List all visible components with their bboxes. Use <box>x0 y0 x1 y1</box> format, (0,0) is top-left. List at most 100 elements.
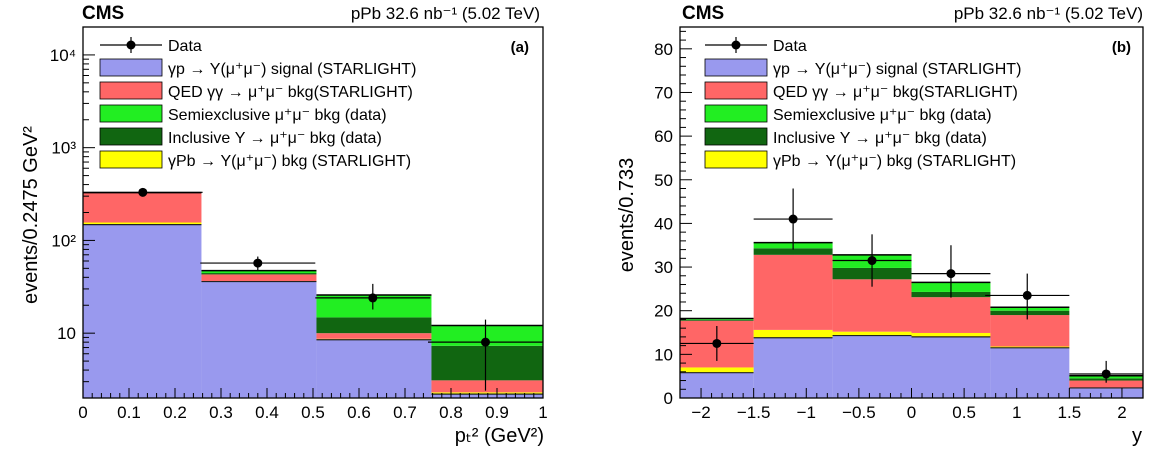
x-tick-label: 0.4 <box>255 403 279 422</box>
bar-segment <box>990 311 1069 315</box>
y-tick-label: 50 <box>654 171 673 190</box>
x-tick-label: 0.3 <box>209 403 233 422</box>
data-point <box>138 188 147 197</box>
bar-segment <box>754 330 833 338</box>
y-tick-label: 40 <box>654 214 673 233</box>
legend-swatch <box>100 128 162 145</box>
legend-swatch <box>705 151 767 168</box>
legend-swatch <box>100 59 162 76</box>
y-tick-label: 60 <box>654 127 673 146</box>
bar-segment <box>754 255 833 330</box>
bar-segment <box>316 340 431 398</box>
legend: Data γp → Υ(μ⁺μ⁻) signal (STARLIGHT) QED γ… <box>100 37 416 170</box>
data-point <box>1102 369 1111 378</box>
data-point <box>868 256 877 265</box>
bar-segment <box>431 346 543 380</box>
legend-label: QED γγ → μ⁺μ⁻ bkg(STARLIGHT) <box>773 84 1018 101</box>
bar-segment <box>754 338 833 398</box>
bar-segment <box>1069 388 1143 398</box>
bar-segment <box>912 297 991 333</box>
data-point <box>712 339 721 348</box>
bar-segment <box>680 320 754 321</box>
bar-segment <box>680 373 754 398</box>
legend-marker <box>732 41 741 50</box>
y-tick-label: 0 <box>664 389 673 408</box>
bar-segment <box>201 274 316 281</box>
y-tick-label: 10² <box>51 231 76 250</box>
x-tick-label: 1 <box>1012 403 1021 422</box>
bar-segment <box>990 315 1069 346</box>
x-tick-label: 1 <box>538 403 547 422</box>
y-tick-label: 10⁴ <box>50 46 76 65</box>
x-tick-label: −1 <box>797 403 816 422</box>
x-tick-label: 0 <box>907 403 916 422</box>
data-point <box>481 338 490 347</box>
data-point <box>253 259 262 268</box>
bar-segment <box>431 380 543 392</box>
bar-segment <box>680 367 754 372</box>
y-tick-label: 10 <box>57 324 76 343</box>
y-axis-label: events/0.733 <box>616 158 638 273</box>
legend-swatch <box>100 105 162 122</box>
x-tick-label: 0.2 <box>163 403 187 422</box>
legend-marker <box>127 41 136 50</box>
bar-segment <box>833 279 912 331</box>
bar-segment <box>83 225 201 398</box>
x-tick-label: 0.5 <box>952 403 976 422</box>
lumi-label: pPb 32.6 nb⁻¹ (5.02 TeV) <box>954 4 1143 23</box>
legend-label: γp → Υ(μ⁺μ⁻) signal (STARLIGHT) <box>773 61 1021 78</box>
legend-label: γPb → Υ(μ⁺μ⁻) bkg (STARLIGHT) <box>168 153 411 170</box>
legend-label: Inclusive Υ → μ⁺μ⁻ bkg (data) <box>773 130 987 147</box>
legend: Data γp → Υ(μ⁺μ⁻) signal (STARLIGHT) QED γ… <box>705 37 1021 170</box>
legend-swatch <box>705 105 767 122</box>
bar-segment <box>912 337 991 398</box>
bar-segment <box>201 273 316 274</box>
y-axis-label: events/0.2475 GeV² <box>20 126 42 304</box>
y-tick-label: 30 <box>654 258 673 277</box>
legend-label: γPb → Υ(μ⁺μ⁻) bkg (STARLIGHT) <box>773 153 1016 170</box>
x-axis-label: pₜ² (GeV²) <box>455 425 544 447</box>
data-point <box>368 293 377 302</box>
legend-swatch <box>100 151 162 168</box>
x-tick-label: 0 <box>78 403 87 422</box>
legend-label: Inclusive Υ → μ⁺μ⁻ bkg (data) <box>168 130 382 147</box>
legend-label: QED γγ → μ⁺μ⁻ bkg(STARLIGHT) <box>168 84 413 101</box>
x-tick-label: 0.9 <box>485 403 509 422</box>
x-tick-label: 0.7 <box>393 403 417 422</box>
legend-swatch <box>100 82 162 99</box>
x-tick-label: −2 <box>691 403 710 422</box>
x-axis-label: y <box>1132 425 1142 447</box>
legend-label: Semiexclusive μ⁺μ⁻ bkg (data) <box>168 107 387 124</box>
bar-segment <box>833 336 912 398</box>
legend-label: Data <box>773 38 807 55</box>
x-tick-label: 0.5 <box>301 403 325 422</box>
y-tick-label: 20 <box>654 302 673 321</box>
bar-segment <box>201 282 316 398</box>
bar-segment <box>990 348 1069 398</box>
legend-label: γp → Υ(μ⁺μ⁻) signal (STARLIGHT) <box>168 61 416 78</box>
legend-swatch <box>705 82 767 99</box>
y-tick-label: 80 <box>654 40 673 59</box>
bar-segment <box>316 333 431 339</box>
x-tick-label: −0.5 <box>842 403 876 422</box>
bar-segment <box>83 193 201 223</box>
x-tick-label: 2 <box>1117 403 1126 422</box>
legend-label: Data <box>168 38 202 55</box>
legend-swatch <box>705 128 767 145</box>
experiment-label: CMS <box>682 3 724 24</box>
y-tick-label: 10 <box>654 345 673 364</box>
data-point <box>1023 291 1032 300</box>
y-tick-label: 10³ <box>51 139 76 158</box>
data-point <box>789 215 798 224</box>
y-tick-label: 70 <box>654 83 673 102</box>
x-tick-label: 0.1 <box>117 403 141 422</box>
panel-label: (a) <box>511 39 529 56</box>
panel-label: (b) <box>1112 39 1131 56</box>
legend-swatch <box>705 59 767 76</box>
x-tick-label: 0.6 <box>347 403 371 422</box>
x-tick-label: 1.5 <box>1058 403 1082 422</box>
lumi-label: pPb 32.6 nb⁻¹ (5.02 TeV) <box>351 4 540 23</box>
